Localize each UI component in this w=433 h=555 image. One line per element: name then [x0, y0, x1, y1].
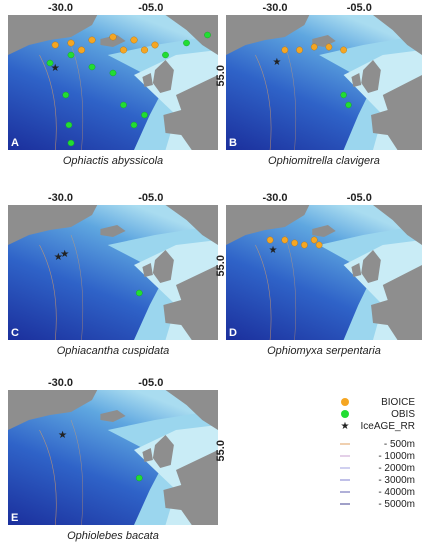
bioice-point	[88, 36, 96, 44]
species-name: Ophiactis abyssicola	[63, 155, 163, 167]
map-panel	[226, 205, 422, 340]
legend-bioice	[341, 398, 349, 406]
legend-label: BIOICE	[381, 397, 415, 408]
obis-point	[109, 69, 117, 77]
legend-label: - 5000m	[378, 499, 415, 510]
bioice-point	[130, 36, 138, 44]
obis-point	[204, 31, 211, 39]
longitude-label: -30.0	[262, 192, 287, 204]
bioice-point	[340, 46, 347, 54]
obis-point	[162, 51, 169, 59]
obis-point	[135, 289, 143, 297]
obis-point	[345, 101, 352, 109]
bioice-point	[51, 41, 59, 49]
longitude-label: -05.0	[138, 192, 163, 204]
occurrence-points: ★★	[54, 249, 143, 297]
obis-point	[88, 63, 96, 71]
bioice-point	[77, 46, 86, 54]
obis-point	[65, 121, 73, 129]
bioice-point	[325, 43, 333, 51]
longitude-label: -05.0	[347, 192, 372, 204]
obis-point	[67, 51, 75, 59]
panel-letter: D	[229, 327, 237, 339]
occurrence-points: ★	[266, 236, 323, 256]
iceage-star: ★	[58, 430, 67, 441]
legend-label: IceAGE_RR	[361, 421, 415, 432]
obis-point	[141, 111, 148, 119]
latitude-label: 55.0	[215, 65, 227, 86]
occurrence-points: ★	[58, 430, 143, 482]
obis-point	[46, 59, 54, 67]
legend-label: - 500m	[384, 439, 415, 450]
iceage-star: ★	[273, 57, 282, 68]
panel-letter: A	[11, 137, 19, 149]
legend-obis	[341, 410, 349, 418]
obis-point	[67, 139, 75, 147]
bioice-point	[151, 41, 159, 49]
legend-label: OBIS	[391, 409, 415, 420]
latitude-label: 55.0	[215, 440, 227, 461]
bioice-point	[109, 33, 117, 41]
iceage-star: ★	[51, 63, 60, 74]
obis-point	[135, 474, 143, 482]
panel-letter: E	[11, 512, 18, 524]
obis-point	[120, 101, 127, 109]
iceage-star: ★	[269, 245, 278, 256]
legend-star: ★	[341, 421, 350, 432]
species-name: Ophiomitrella clavigera	[268, 155, 380, 167]
panel-letter: B	[229, 137, 237, 149]
species-name: Ophiomyxa serpentaria	[267, 345, 381, 357]
bioice-point	[310, 43, 318, 51]
bioice-point	[301, 241, 308, 249]
bioice-point	[266, 236, 274, 244]
bioice-point	[281, 46, 289, 54]
iceage-star: ★	[60, 249, 69, 260]
bioice-point	[67, 39, 75, 47]
legend-label: - 4000m	[378, 487, 415, 498]
occurrence-points: ★	[46, 31, 211, 147]
map-panel	[8, 390, 218, 525]
obis-point	[183, 39, 190, 47]
longitude-label: -05.0	[347, 2, 372, 14]
legend-label: - 2000m	[378, 463, 415, 474]
bioice-point	[296, 46, 303, 54]
bioice-point	[310, 236, 318, 244]
latitude-label: 55.0	[215, 255, 227, 276]
occurrence-points: ★	[273, 43, 352, 109]
map-panel	[8, 205, 218, 340]
longitude-label: -30.0	[48, 377, 73, 389]
legend-label: - 1000m	[378, 451, 415, 462]
iceage-star: ★	[54, 252, 63, 263]
obis-point	[130, 121, 138, 129]
bioice-point	[140, 46, 149, 54]
panel-letter: C	[11, 327, 19, 339]
longitude-label: -30.0	[262, 2, 287, 14]
legend-label: - 3000m	[378, 475, 415, 486]
longitude-label: -05.0	[138, 377, 163, 389]
bioice-point	[315, 241, 323, 249]
longitude-label: -05.0	[138, 2, 163, 14]
obis-point	[62, 91, 70, 99]
obis-point	[340, 91, 347, 99]
map-panel	[226, 15, 422, 150]
species-name: Ophiolebes bacata	[67, 530, 159, 542]
species-name: Ophiacantha cuspidata	[57, 345, 170, 357]
bioice-point	[281, 236, 289, 244]
longitude-label: -30.0	[48, 192, 73, 204]
bioice-point	[291, 239, 298, 247]
bioice-point	[119, 46, 128, 54]
longitude-label: -30.0	[48, 2, 73, 14]
